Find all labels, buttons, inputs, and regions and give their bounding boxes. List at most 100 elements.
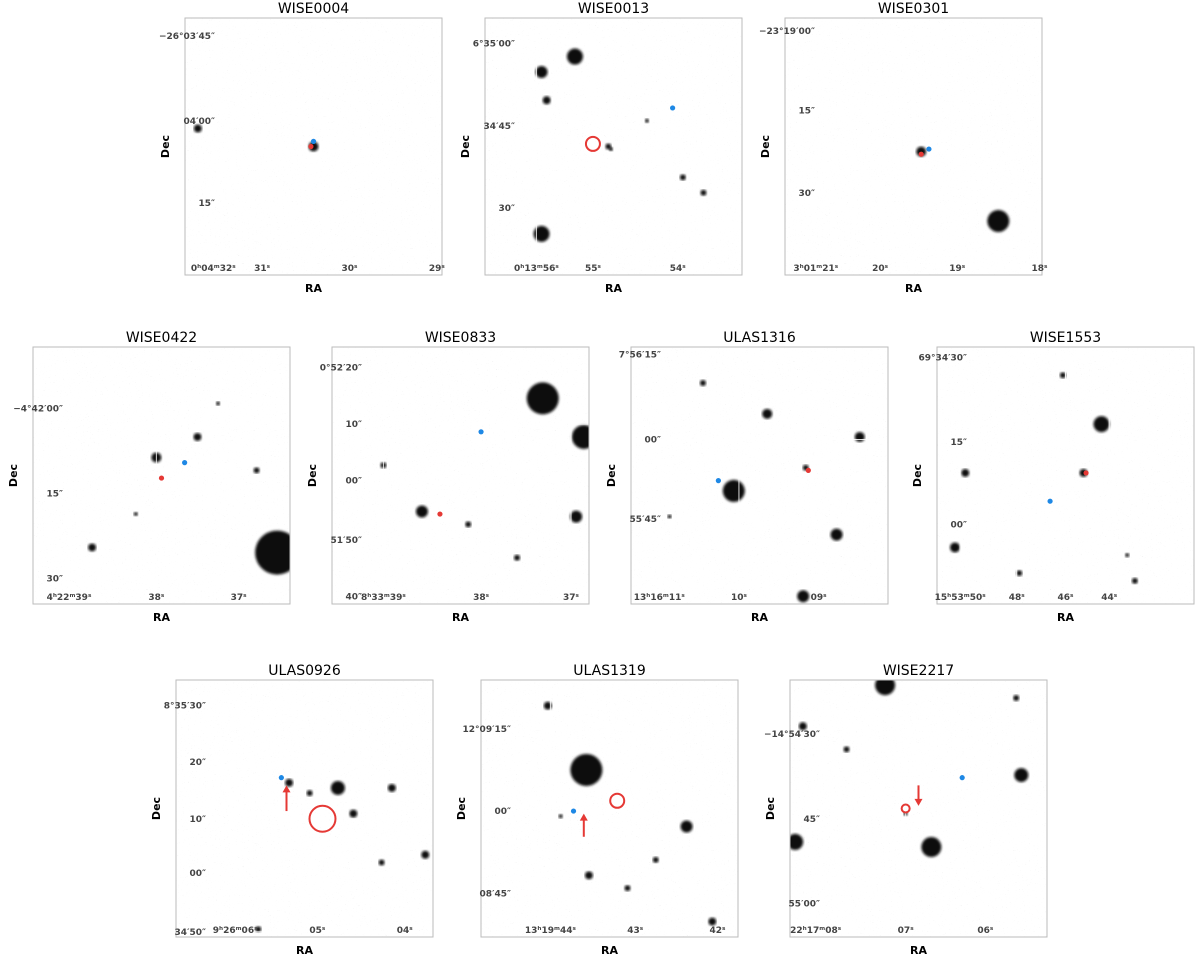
panel-title: WISE2217: [883, 663, 954, 679]
panel-title: ULAS1319: [573, 663, 645, 679]
ra-tick-label: 0ʰ13ᵐ56ˢ: [514, 264, 559, 274]
noise: [785, 18, 1042, 275]
frame: [789, 679, 1048, 938]
ra-tick-label: 31ˢ: [254, 264, 271, 274]
panel-title: WISE1553: [1030, 330, 1101, 346]
frame: [630, 346, 889, 605]
star: [1131, 577, 1138, 584]
red-marker: [1083, 470, 1089, 476]
red-marker: [805, 467, 811, 473]
ra-tick-label: 30ˢ: [342, 264, 359, 274]
ra-tick-label: 09ˢ: [811, 593, 828, 603]
x-axis-label: RA: [751, 611, 768, 624]
dec-tick-label: 6°35′00″: [473, 40, 515, 50]
ra-tick-label: 3ʰ01ᵐ21ˢ: [793, 264, 838, 274]
panel: WISE0013 RA Dec 0ʰ13ᵐ56ˢ 55ˢ 54ˢ 6°35′00″ 34′45…: [459, 1, 743, 295]
star: [679, 174, 686, 181]
blue-marker: [926, 146, 932, 152]
dec-tick-label: 10″: [189, 815, 206, 825]
ra-tick-label: 06ˢ: [977, 926, 994, 936]
ra-tick-label: 20ˢ: [872, 264, 889, 274]
ra-tick-label: 04ˢ: [397, 926, 414, 936]
star: [387, 783, 396, 792]
y-axis-label: Dec: [764, 797, 777, 820]
panel: ULAS0926 RA Dec 9ʰ26ᵐ06ˢ 05ˢ 04ˢ 8°35′30″ 20″ 10…: [150, 663, 434, 957]
star: [193, 124, 202, 133]
panel-title: ULAS1316: [723, 330, 796, 346]
blue-marker: [570, 808, 577, 814]
red-marker: [308, 143, 314, 150]
ra-tick-label: 13ʰ16ᵐ11ˢ: [634, 593, 686, 603]
star: [584, 871, 593, 880]
ra-tick-label: 0ʰ04ᵐ32ˢ: [191, 264, 236, 274]
noise: [481, 680, 738, 937]
star: [830, 528, 843, 541]
y-axis-label: Dec: [150, 797, 163, 820]
dec-tick-label: 15″: [46, 489, 63, 499]
star: [133, 512, 138, 517]
noise: [485, 18, 742, 275]
red-marker: [158, 475, 165, 481]
star: [699, 379, 706, 386]
star: [644, 118, 649, 123]
star: [216, 401, 221, 406]
star: [543, 701, 552, 710]
star: [854, 431, 865, 442]
star: [949, 542, 960, 553]
star: [566, 48, 583, 65]
image: [631, 347, 888, 604]
dec-tick-label: 55′45″: [630, 515, 661, 525]
red-circle: [584, 135, 601, 152]
dec-tick-label: −23°19′00″: [759, 27, 815, 37]
star: [652, 856, 659, 863]
dec-tick-label: 20″: [189, 758, 206, 768]
y-axis-label: Dec: [159, 135, 172, 158]
blue-marker: [182, 460, 188, 466]
image: [785, 18, 1042, 275]
image: [481, 680, 738, 937]
star: [415, 505, 428, 518]
blue-marker: [715, 478, 721, 484]
ra-tick-label: 18ˢ: [1031, 264, 1048, 274]
dec-tick-label: 40″: [345, 592, 362, 602]
ra-tick-label: 13ʰ19ᵐ44ˢ: [525, 926, 577, 936]
red-marker: [918, 151, 924, 157]
star: [680, 820, 693, 833]
star: [667, 514, 672, 519]
panel: WISE2217 RA Dec 22ʰ17ᵐ08ˢ 07ˢ 06ˢ −14°54′30″ 45…: [764, 663, 1048, 957]
x-axis-label: RA: [153, 611, 170, 624]
ra-tick-label: 46ˢ: [1058, 593, 1075, 603]
dec-tick-label: 00″: [189, 869, 206, 879]
dec-tick-label: −14°54′30″: [764, 730, 820, 740]
ra-tick-label: 9ʰ26ᵐ06ˢ: [213, 926, 258, 936]
ra-tick-label: 42ˢ: [709, 926, 726, 936]
x-axis-label: RA: [601, 944, 618, 957]
x-axis-label: RA: [1057, 611, 1074, 624]
star: [255, 530, 290, 575]
panel-title: WISE0013: [578, 1, 649, 17]
arrow-head: [914, 798, 923, 806]
star: [843, 746, 850, 753]
x-axis-label: RA: [305, 282, 322, 295]
dec-tick-label: 30″: [798, 189, 815, 199]
ra-tick-label: 43ˢ: [627, 926, 644, 936]
frame: [184, 17, 443, 276]
dec-tick-label: 00″: [345, 477, 362, 487]
ra-tick-label: 05ˢ: [309, 926, 326, 936]
dec-tick-label: 15″: [798, 107, 815, 117]
x-axis-label: RA: [605, 282, 622, 295]
ra-tick-label: 8ʰ33ᵐ39ˢ: [361, 593, 406, 603]
arrow-head: [579, 813, 588, 821]
star: [708, 917, 717, 926]
star: [535, 65, 548, 78]
star: [88, 543, 97, 552]
dec-tick-label: 04′00″: [184, 117, 215, 127]
dec-tick-label: 34′45″: [484, 122, 515, 132]
panel-title: WISE0301: [878, 1, 949, 17]
star: [526, 382, 559, 415]
frame: [331, 346, 590, 605]
blue-marker: [959, 775, 965, 781]
panel: WISE0301 RA Dec 3ʰ01ᵐ21ˢ 20ˢ 19ˢ 18ˢ −23°19′00″…: [759, 1, 1048, 295]
star: [421, 850, 430, 859]
